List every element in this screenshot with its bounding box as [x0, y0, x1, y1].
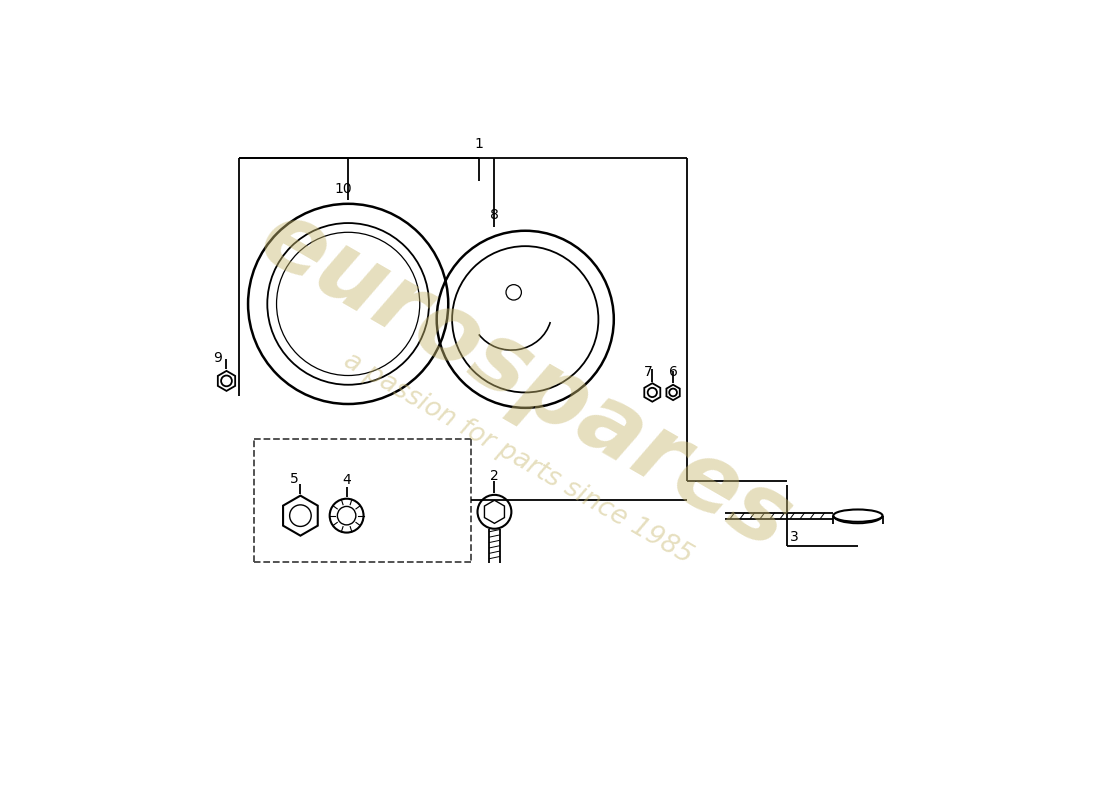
Text: 5: 5	[290, 472, 298, 486]
Text: 8: 8	[490, 208, 499, 222]
Text: 6: 6	[669, 366, 678, 379]
Text: 10: 10	[334, 182, 352, 196]
Text: a passion for parts since 1985: a passion for parts since 1985	[339, 347, 696, 569]
Text: 3: 3	[790, 530, 799, 544]
Text: 7: 7	[645, 366, 652, 379]
Text: 9: 9	[212, 351, 222, 366]
Text: 2: 2	[491, 469, 498, 482]
Text: 4: 4	[342, 473, 351, 487]
Text: eurospares: eurospares	[243, 192, 807, 570]
Text: 1: 1	[474, 138, 484, 151]
